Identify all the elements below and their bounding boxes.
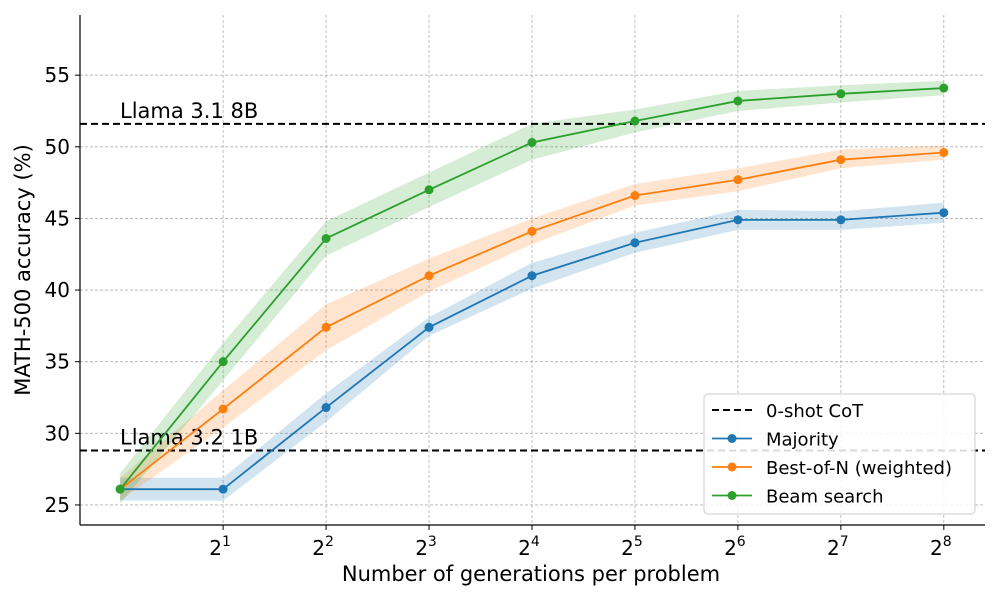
best-of-n-weighted-point <box>630 191 640 201</box>
legend-label-best-of-n-weighted: Best-of-N (weighted) <box>766 458 952 479</box>
y-axis-label: MATH-500 accuracy (%) <box>11 144 35 396</box>
best-of-n-weighted-point <box>939 148 949 158</box>
majority-point <box>527 271 537 281</box>
reference-line-label: Llama 3.1 8B <box>120 99 258 123</box>
axes <box>75 15 985 530</box>
beam-search-point <box>630 116 640 126</box>
reference-line-label: Llama 3.2 1B <box>120 426 258 450</box>
best-of-n-weighted-point <box>218 404 228 414</box>
x-tick-label: 22 <box>312 534 334 560</box>
confidence-bands <box>120 80 944 504</box>
tick-labels: 25 30 35 40 45 50 55 21 22 23 24 25 26 27 28 <box>45 63 952 560</box>
legend-label-beam-search: Beam search <box>766 487 884 508</box>
majority-point <box>836 215 846 225</box>
best-of-n-weighted-point <box>733 175 743 185</box>
y-tick-label: 55 <box>45 63 70 87</box>
beam-search-point <box>733 96 743 106</box>
best-of-n-weighted-point <box>424 271 434 281</box>
majority-point <box>939 208 949 218</box>
y-tick-label: 40 <box>45 278 70 302</box>
x-tick-label: 25 <box>621 534 643 560</box>
legend-label-majority: Majority <box>766 430 839 451</box>
x-tick-label: 26 <box>724 534 746 560</box>
series-lines <box>115 83 949 494</box>
legend-items: 0-shot CoT Majority Best-of-N (weighted) Be… <box>712 401 952 508</box>
y-tick-label: 45 <box>45 206 70 230</box>
legend-frame <box>703 393 976 515</box>
beam-search-band <box>120 80 944 504</box>
reference-lines: Llama 3.1 8B Llama 3.2 1B <box>80 99 985 452</box>
beam-search-point <box>939 83 949 93</box>
x-tick-label: 21 <box>209 534 231 560</box>
best-of-n-weighted-point <box>527 226 537 236</box>
majority-point <box>733 215 743 225</box>
x-axis-label: Number of generations per problem <box>342 562 720 586</box>
legend-marker-beam-search <box>727 491 737 500</box>
x-tick-label: 24 <box>518 534 540 560</box>
beam-search-point <box>527 138 537 147</box>
y-tick-label: 35 <box>45 350 70 374</box>
y-tick-label: 25 <box>45 493 70 517</box>
y-tick-label: 50 <box>45 135 70 159</box>
best-of-n-weighted-point <box>836 155 846 165</box>
x-tick-label: 28 <box>930 534 952 560</box>
legend-marker-majority <box>727 434 737 443</box>
best-of-n-weighted-point <box>321 322 331 332</box>
legend: 0-shot CoT Majority Best-of-N (weighted) Be… <box>703 393 976 515</box>
legend-marker-best-of-n-weighted <box>727 462 737 472</box>
beam-search-point <box>115 484 125 494</box>
x-tick-label: 23 <box>415 534 437 560</box>
majority-point <box>321 403 331 413</box>
beam-search-point <box>321 233 331 243</box>
majority-point <box>218 484 228 494</box>
x-tick-label: 27 <box>827 534 849 560</box>
beam-search-point <box>836 89 846 99</box>
majority-point <box>630 238 640 248</box>
beam-search-point <box>424 185 434 195</box>
legend-label-0-shot-cot: 0-shot CoT <box>766 401 864 422</box>
y-tick-label: 30 <box>45 421 70 445</box>
beam-search-point <box>218 357 228 367</box>
majority-point <box>424 322 434 332</box>
